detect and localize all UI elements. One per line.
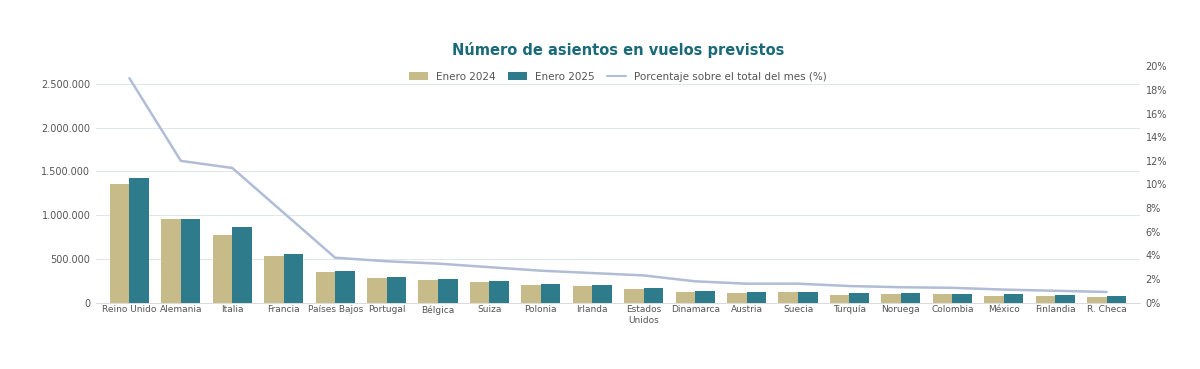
Bar bbox=[1003, 294, 1024, 303]
Bar bbox=[984, 296, 1003, 303]
Porcentaje sobre el total del mes (%) bbox=[328, 255, 342, 260]
Bar bbox=[572, 286, 593, 303]
Bar bbox=[110, 184, 130, 303]
Porcentaje sobre el total del mes (%) bbox=[842, 284, 857, 288]
Bar bbox=[676, 292, 695, 303]
Porcentaje sobre el total del mes (%) bbox=[894, 285, 908, 289]
Porcentaje sobre el total del mes (%) bbox=[226, 166, 240, 170]
Porcentaje sobre el total del mes (%) bbox=[122, 76, 137, 80]
Bar bbox=[264, 256, 283, 303]
Bar bbox=[367, 278, 386, 303]
Porcentaje sobre el total del mes (%) bbox=[174, 159, 188, 163]
Bar bbox=[335, 270, 355, 303]
Bar bbox=[212, 235, 233, 303]
Bar bbox=[181, 219, 200, 303]
Porcentaje sobre el total del mes (%) bbox=[739, 282, 754, 286]
Bar bbox=[932, 294, 953, 303]
Bar bbox=[1036, 296, 1055, 303]
Porcentaje sobre el total del mes (%) bbox=[586, 271, 600, 275]
Bar bbox=[161, 218, 181, 303]
Bar bbox=[624, 289, 643, 303]
Legend: Enero 2024, Enero 2025, Porcentaje sobre el total del mes (%): Enero 2024, Enero 2025, Porcentaje sobre… bbox=[409, 72, 827, 82]
Bar bbox=[593, 285, 612, 303]
Bar bbox=[746, 292, 766, 303]
Bar bbox=[438, 279, 457, 303]
Bar bbox=[1087, 297, 1106, 303]
Bar bbox=[798, 292, 817, 303]
Bar bbox=[643, 288, 664, 303]
Porcentaje sobre el total del mes (%) bbox=[791, 282, 805, 286]
Line: Porcentaje sobre el total del mes (%): Porcentaje sobre el total del mes (%) bbox=[130, 78, 1106, 292]
Porcentaje sobre el total del mes (%) bbox=[688, 279, 702, 283]
Porcentaje sobre el total del mes (%) bbox=[1048, 289, 1062, 293]
Porcentaje sobre el total del mes (%) bbox=[636, 273, 650, 277]
Bar bbox=[881, 294, 901, 303]
Bar bbox=[490, 281, 509, 303]
Bar bbox=[1106, 296, 1126, 303]
Bar bbox=[521, 284, 541, 303]
Bar bbox=[316, 272, 335, 303]
Bar bbox=[695, 291, 715, 303]
Title: Número de asientos en vuelos previstos: Número de asientos en vuelos previstos bbox=[452, 42, 784, 58]
Porcentaje sobre el total del mes (%) bbox=[534, 269, 548, 273]
Bar bbox=[233, 227, 252, 303]
Bar bbox=[541, 284, 560, 303]
Porcentaje sobre el total del mes (%) bbox=[379, 259, 394, 263]
Bar bbox=[779, 292, 798, 303]
Bar bbox=[830, 295, 850, 303]
Bar bbox=[727, 293, 746, 303]
Porcentaje sobre el total del mes (%) bbox=[431, 261, 445, 266]
Porcentaje sobre el total del mes (%) bbox=[996, 287, 1010, 292]
Bar bbox=[850, 293, 869, 303]
Bar bbox=[901, 293, 920, 303]
Bar bbox=[419, 280, 438, 303]
Bar bbox=[470, 282, 490, 303]
Porcentaje sobre el total del mes (%) bbox=[482, 265, 497, 269]
Bar bbox=[1055, 295, 1075, 303]
Bar bbox=[386, 277, 406, 303]
Bar bbox=[130, 177, 149, 303]
Porcentaje sobre el total del mes (%) bbox=[276, 211, 290, 215]
Bar bbox=[283, 254, 304, 303]
Porcentaje sobre el total del mes (%) bbox=[946, 286, 960, 290]
Bar bbox=[953, 294, 972, 303]
Porcentaje sobre el total del mes (%) bbox=[1099, 290, 1114, 294]
